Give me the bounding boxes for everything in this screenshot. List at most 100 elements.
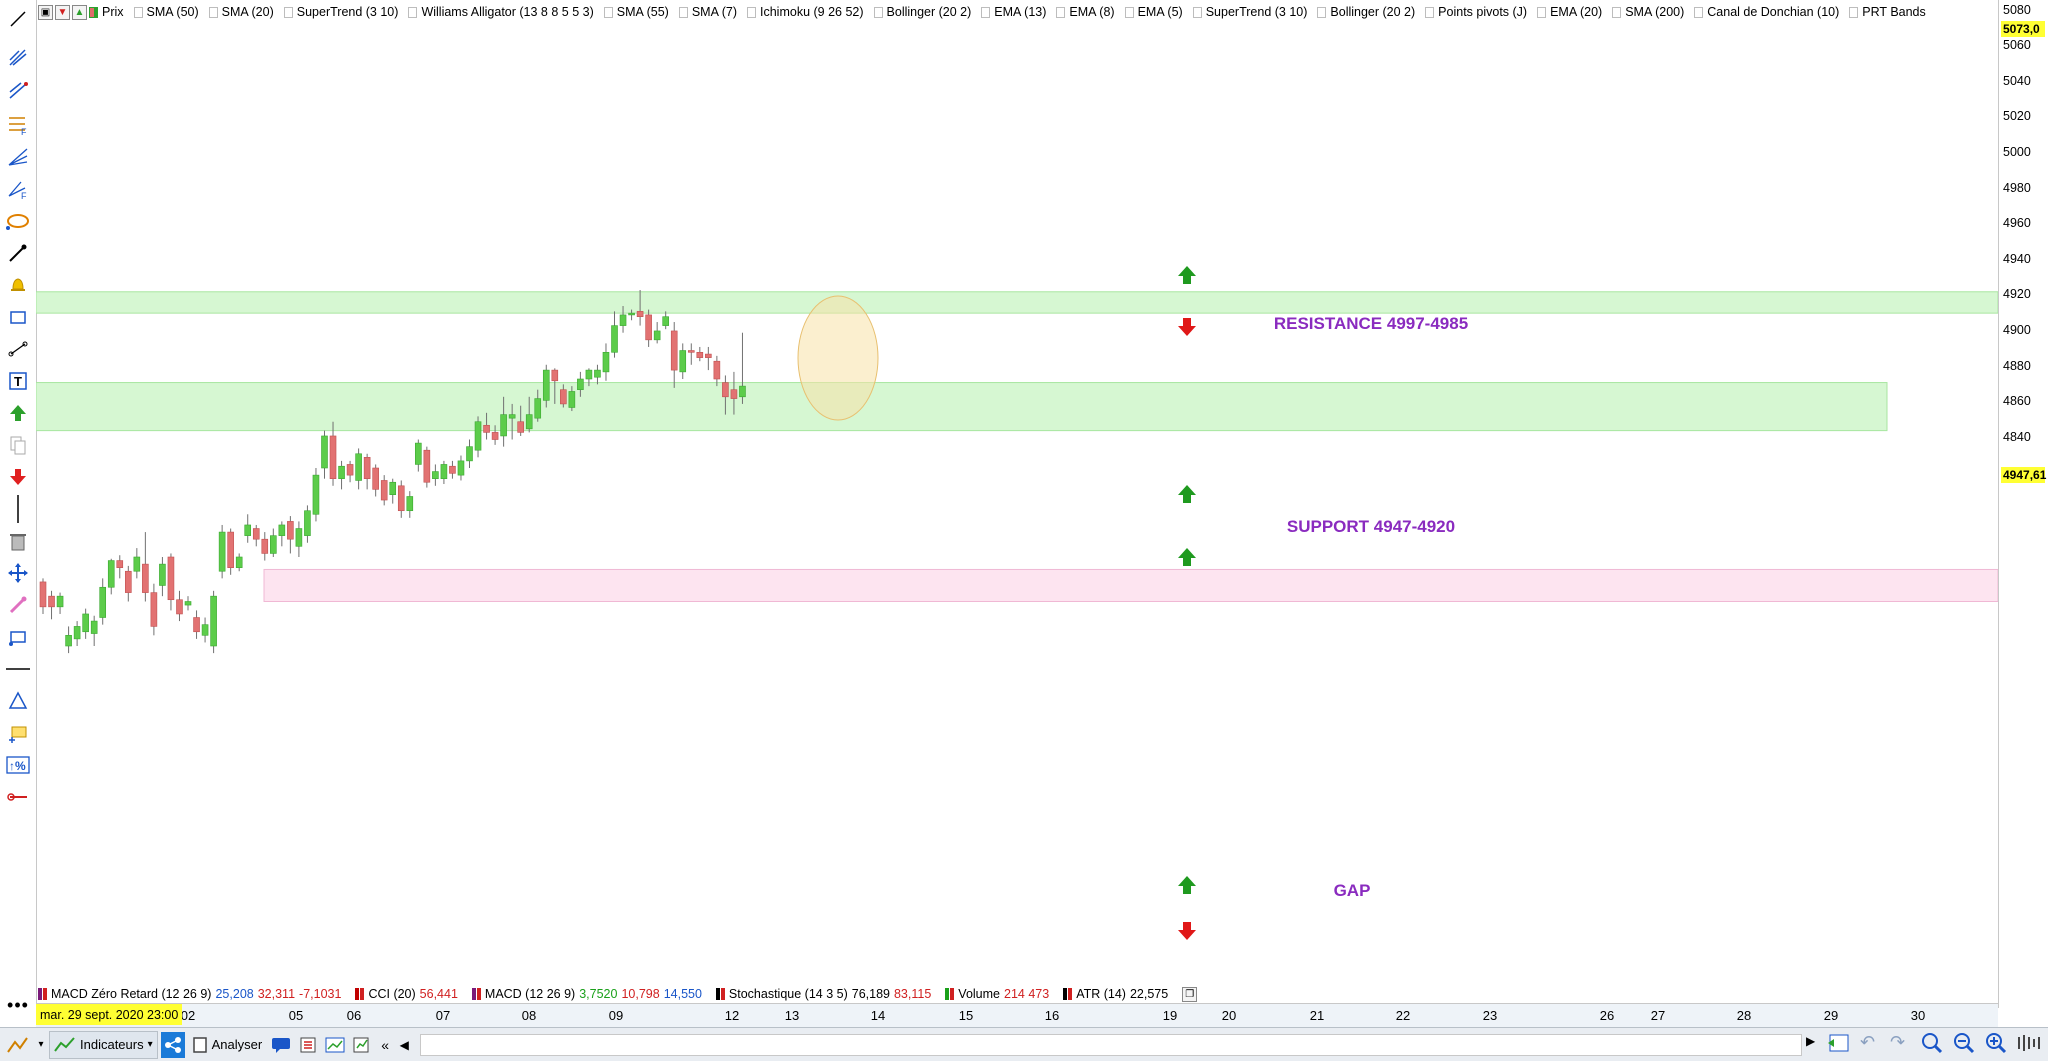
bullish-candle[interactable] — [295, 521, 303, 557]
bullish-candle[interactable] — [457, 455, 465, 481]
bearish-candle[interactable] — [687, 343, 695, 365]
legend-item[interactable]: Bollinger (20 2) — [873, 5, 971, 19]
bullish-candle[interactable] — [440, 460, 448, 485]
scroll-left-icon[interactable]: ◀ — [399, 1037, 409, 1052]
legend-item[interactable]: EMA (13) — [981, 5, 1046, 19]
window-icon[interactable]: ▣ — [38, 4, 53, 20]
legend-item[interactable]: SMA (55) — [603, 5, 669, 19]
bearish-candle[interactable] — [329, 421, 337, 486]
add-zone-tool-icon[interactable] — [4, 720, 32, 746]
bullish-candle[interactable] — [525, 396, 533, 433]
bearish-candle[interactable] — [142, 532, 149, 602]
bearish-candle[interactable] — [705, 346, 712, 371]
bullish-candle[interactable] — [577, 371, 584, 397]
bearish-candle[interactable] — [423, 446, 431, 488]
scroll-right-icon[interactable]: ▶ — [1806, 1034, 1816, 1048]
rectangle-tool-icon[interactable] — [4, 304, 32, 330]
move-tool-icon[interactable] — [4, 560, 32, 586]
share-icon[interactable] — [160, 1031, 185, 1058]
bearish-candle[interactable] — [491, 425, 499, 445]
brush-tool-icon[interactable] — [4, 592, 32, 618]
bullish-candle[interactable] — [432, 464, 439, 486]
zone-tool-icon[interactable] — [4, 624, 32, 650]
price-axis[interactable]: 5080 5060 5040 5020 5000 4980 4960 4940 4920 4900… — [1998, 0, 2048, 1008]
trash-icon[interactable] — [4, 528, 32, 554]
legend-item[interactable]: SMA (7) — [678, 5, 737, 19]
bullish-candle[interactable] — [739, 332, 746, 404]
bullish-candle[interactable] — [107, 558, 115, 595]
bearish-candle[interactable] — [346, 460, 354, 483]
bullish-candle[interactable] — [312, 468, 320, 522]
time-axis[interactable]: 02 05 06 07 08 09 12 13 14 15 16 19 20 21 22 23 26 27 28 29… — [36, 1003, 1998, 1027]
segment-tool-icon[interactable] — [4, 336, 32, 362]
list-icon[interactable] — [296, 1032, 320, 1058]
bullish-candle[interactable] — [466, 439, 473, 468]
triangle-tool-icon[interactable] — [4, 688, 32, 714]
bullish-candle[interactable] — [201, 617, 209, 643]
bearish-candle[interactable] — [252, 524, 260, 547]
bullish-candle[interactable] — [474, 416, 482, 458]
measure-tool-icon[interactable] — [4, 784, 32, 810]
analyser-button[interactable]: Analyser — [188, 1032, 267, 1058]
percent-tool-icon[interactable]: ↑% — [4, 752, 32, 778]
indicator-entry[interactable]: MACD (12 26 9) 3,7520 10,798 14,550 — [471, 987, 702, 1001]
legend-item[interactable]: EMA (5) — [1124, 5, 1183, 19]
bearish-candle[interactable] — [713, 355, 721, 387]
legend-item[interactable]: SuperTrend (3 10) — [283, 5, 398, 19]
bearish-candle[interactable] — [125, 565, 132, 602]
bearish-candle[interactable] — [227, 528, 234, 575]
bearish-candle[interactable] — [397, 480, 405, 518]
bullish-candle[interactable] — [602, 343, 610, 381]
legend-item[interactable]: Ichimoku (9 26 52) — [747, 5, 864, 19]
bullish-candle[interactable] — [534, 389, 542, 422]
horizontal-scrollbar[interactable] — [420, 1034, 1802, 1056]
bearish-candle[interactable] — [287, 516, 294, 554]
fork-tool-icon[interactable] — [4, 44, 32, 70]
bearish-candle[interactable] — [560, 384, 567, 408]
bullish-candle[interactable] — [278, 521, 286, 547]
bullish-candle[interactable] — [679, 343, 687, 379]
alert-bell-icon[interactable] — [4, 272, 32, 298]
bearish-candle[interactable] — [551, 368, 559, 404]
bearish-candle[interactable] — [363, 453, 371, 490]
bearish-candle[interactable] — [39, 578, 47, 614]
bearish-candle[interactable] — [730, 371, 738, 415]
bullish-candle[interactable] — [65, 626, 72, 654]
legend-item[interactable]: Canal de Donchian (10) — [1694, 5, 1839, 19]
bullish-candle[interactable] — [244, 514, 252, 543]
pen-tool-icon[interactable] — [4, 240, 32, 266]
bullish-candle[interactable] — [594, 364, 601, 385]
bar-width-icon[interactable] — [2016, 1031, 2042, 1058]
indicator-entry[interactable]: Volume 214 473 — [945, 987, 1049, 1001]
bullish-candle[interactable] — [82, 608, 89, 639]
bullish-candle[interactable] — [406, 491, 414, 518]
legend-item[interactable]: SMA (20) — [208, 5, 274, 19]
legend-item[interactable]: SMA (50) — [133, 5, 199, 19]
bullish-candle[interactable] — [338, 460, 345, 490]
bearish-candle[interactable] — [372, 464, 379, 497]
zoom-in-icon[interactable] — [1984, 1031, 2008, 1058]
channel-tool-icon[interactable] — [4, 78, 32, 104]
drawing-mode-icon[interactable] — [3, 1032, 33, 1058]
legend-item[interactable]: SMA (200) — [1612, 5, 1684, 19]
bullish-candle[interactable] — [355, 448, 362, 490]
bullish-candle[interactable] — [235, 553, 243, 572]
chart-window-icon[interactable] — [323, 1032, 347, 1058]
bullish-candle[interactable] — [508, 403, 516, 440]
reset-zoom-icon[interactable] — [1826, 1031, 1852, 1058]
more-tools-icon[interactable]: ••• — [7, 995, 29, 1015]
bullish-candle[interactable] — [210, 590, 217, 654]
bullish-candle[interactable] — [500, 396, 507, 447]
bullish-candle[interactable] — [56, 592, 64, 614]
bearish-candle[interactable] — [722, 375, 729, 415]
bearish-candle[interactable] — [150, 583, 158, 636]
bearish-candle[interactable] — [116, 555, 124, 579]
bearish-candle[interactable] — [193, 610, 200, 639]
bullish-candle[interactable] — [415, 439, 422, 472]
bullish-candle[interactable] — [619, 306, 627, 333]
bullish-candle[interactable] — [568, 386, 576, 412]
bearish-candle[interactable] — [380, 475, 388, 506]
fan-tool-icon[interactable] — [4, 144, 32, 170]
indicators-button[interactable]: Indicateurs ▾ — [49, 1030, 158, 1059]
legend-item[interactable]: Williams Alligator (13 8 8 5 5 3) — [408, 5, 594, 19]
